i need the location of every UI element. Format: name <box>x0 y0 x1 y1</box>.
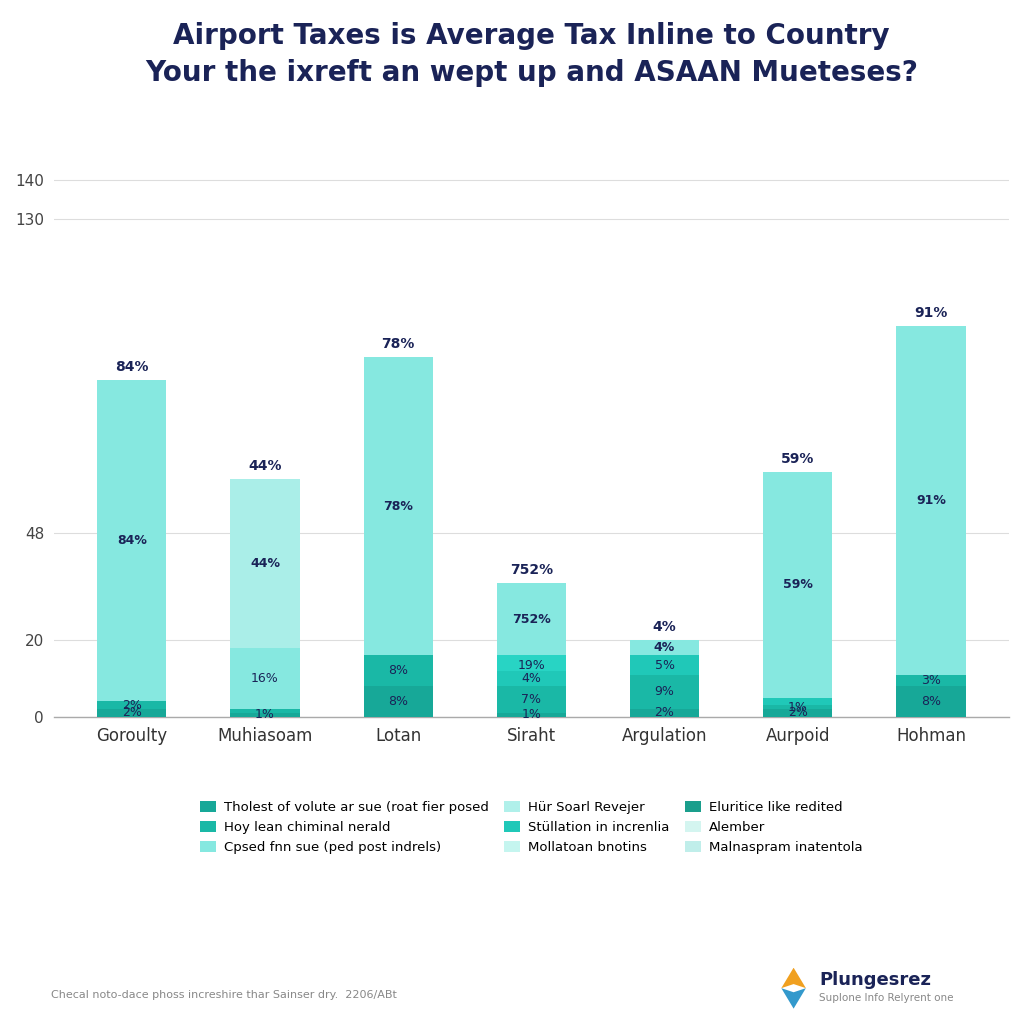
Bar <box>364 655 433 686</box>
Bar <box>497 686 566 713</box>
Text: 59%: 59% <box>782 579 813 591</box>
Text: Checal noto-dace phoss increshire thar Sainser dry.  2206/ABt: Checal noto-dace phoss increshire thar S… <box>51 990 397 1000</box>
Bar <box>896 675 966 686</box>
Bar <box>97 701 167 710</box>
Text: 1%: 1% <box>787 700 808 714</box>
Text: 9%: 9% <box>654 685 675 698</box>
Bar <box>763 706 833 710</box>
Bar <box>97 380 167 701</box>
Text: 44%: 44% <box>250 557 280 570</box>
Legend: Tholest of volute ar sue (roat fier posed, Hoy lean chiminal nerald, Cpsed fnn s: Tholest of volute ar sue (roat fier pose… <box>200 801 863 854</box>
Bar <box>896 686 966 717</box>
Text: 44%: 44% <box>248 460 282 473</box>
Text: 59%: 59% <box>781 452 814 466</box>
Bar <box>230 710 300 713</box>
Text: 4%: 4% <box>654 641 675 654</box>
Title: Airport Taxes is Average Tax Inline to Country
Your the ixreft an wept up and AS: Airport Taxes is Average Tax Inline to C… <box>145 23 918 87</box>
Bar <box>364 356 433 655</box>
Text: 1%: 1% <box>255 709 274 721</box>
Text: 4%: 4% <box>521 672 542 685</box>
Bar <box>230 479 300 648</box>
Bar <box>364 686 433 717</box>
Text: 19%: 19% <box>517 658 545 672</box>
Text: 84%: 84% <box>115 359 148 374</box>
Polygon shape <box>781 968 806 988</box>
Text: 8%: 8% <box>388 665 409 677</box>
Text: 8%: 8% <box>388 695 409 708</box>
Text: 84%: 84% <box>117 535 146 547</box>
Text: 4%: 4% <box>652 621 677 635</box>
Text: 2%: 2% <box>122 707 141 720</box>
Bar <box>630 640 699 655</box>
Bar <box>497 655 566 671</box>
Text: 91%: 91% <box>914 306 947 321</box>
Bar <box>763 710 833 717</box>
Bar <box>896 326 966 675</box>
Bar <box>230 648 300 710</box>
Text: 78%: 78% <box>383 500 413 513</box>
Text: 8%: 8% <box>921 695 941 708</box>
Text: Suplone Info Relyrent one: Suplone Info Relyrent one <box>819 993 953 1004</box>
Text: 752%: 752% <box>512 612 551 626</box>
Bar <box>497 713 566 717</box>
Text: 3%: 3% <box>921 674 941 687</box>
Text: 2%: 2% <box>122 698 141 712</box>
Text: 91%: 91% <box>916 494 946 507</box>
Text: 752%: 752% <box>510 563 553 577</box>
Bar <box>763 697 833 706</box>
Text: 2%: 2% <box>787 707 808 720</box>
Text: 78%: 78% <box>382 337 415 351</box>
Bar <box>630 710 699 717</box>
Text: 2%: 2% <box>654 707 675 720</box>
Bar <box>763 472 833 697</box>
Text: Plungesrez: Plungesrez <box>819 971 931 989</box>
Text: 1%: 1% <box>521 709 542 721</box>
Polygon shape <box>781 988 806 1009</box>
Bar <box>630 675 699 710</box>
Bar <box>97 710 167 717</box>
Bar <box>497 583 566 655</box>
Text: 16%: 16% <box>251 672 279 685</box>
Bar <box>630 655 699 675</box>
Bar <box>230 713 300 717</box>
Text: 5%: 5% <box>654 658 675 672</box>
Bar <box>497 671 566 686</box>
Text: 7%: 7% <box>521 693 542 707</box>
